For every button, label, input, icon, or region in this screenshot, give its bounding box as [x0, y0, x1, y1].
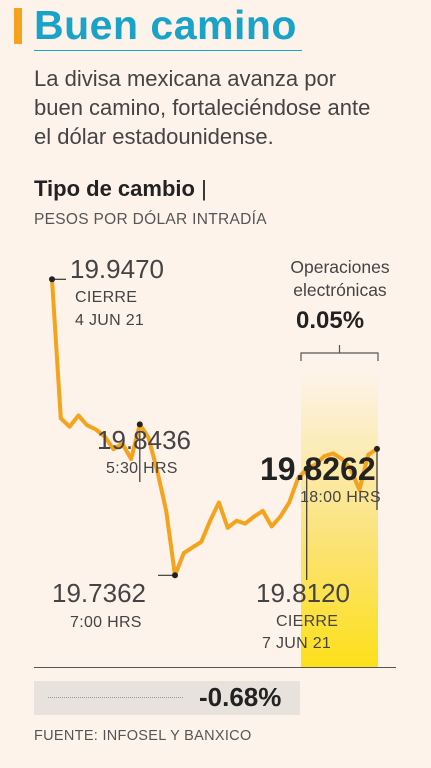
annotation-530-value: 19.8436: [97, 425, 191, 455]
point-close: [303, 465, 310, 472]
annotation-close-date: 7 JUN 21: [262, 635, 332, 652]
electronic-ops-label: Operaciones electrónicas: [284, 256, 396, 302]
page-subtitle: La divisa mexicana avanza por buen camin…: [34, 66, 371, 149]
source-note: FUENTE: INFOSEL Y BANXICO: [34, 728, 252, 744]
series-line-exchange-rate: [50, 277, 379, 578]
annotation-low-label: 7:00 HRS: [70, 614, 142, 631]
point-end: [374, 445, 380, 452]
page-title: Buen camino: [34, 2, 297, 48]
point-low: [172, 572, 178, 579]
chart-unit-label: PESOS POR DÓLAR INTRADÍA: [34, 211, 267, 228]
change-dotted-line: [48, 697, 183, 698]
annotation-low-value: 19.7362: [52, 578, 146, 608]
chart-title-text: Tipo de cambio: [34, 176, 195, 201]
annotation-530-label: 5:30 HRS: [106, 460, 178, 477]
change-box: [34, 681, 300, 715]
electronic-ops-bracket: [300, 345, 379, 361]
electronic-ops-highlight: [301, 372, 378, 667]
accent-bar: [14, 8, 22, 44]
chart-title: Tipo de cambio |: [34, 176, 207, 201]
change-value: -0.68%: [199, 682, 282, 712]
point-start: [49, 276, 55, 283]
annotation-start-date: 4 JUN 21: [75, 312, 145, 329]
annotation-start-label: CIERRE: [75, 289, 138, 306]
annotation-end-label: 18:00 HRS: [300, 489, 381, 506]
point-530: [136, 421, 143, 428]
electronic-ops-label-line2: electrónicas: [293, 280, 387, 300]
annotation-close-value: 19.8120: [256, 578, 350, 608]
annotation-close-label: CIERRE: [276, 613, 339, 630]
annotation-start-value: 19.9470: [70, 254, 164, 284]
title-divider: [34, 50, 302, 51]
electronic-ops-label-line1: Operaciones: [290, 257, 390, 277]
annotation-points: [49, 276, 380, 579]
chart-baseline: [34, 667, 396, 668]
annotation-end-value: 19.8262: [260, 451, 376, 487]
electronic-ops-value: 0.05%: [296, 307, 365, 334]
